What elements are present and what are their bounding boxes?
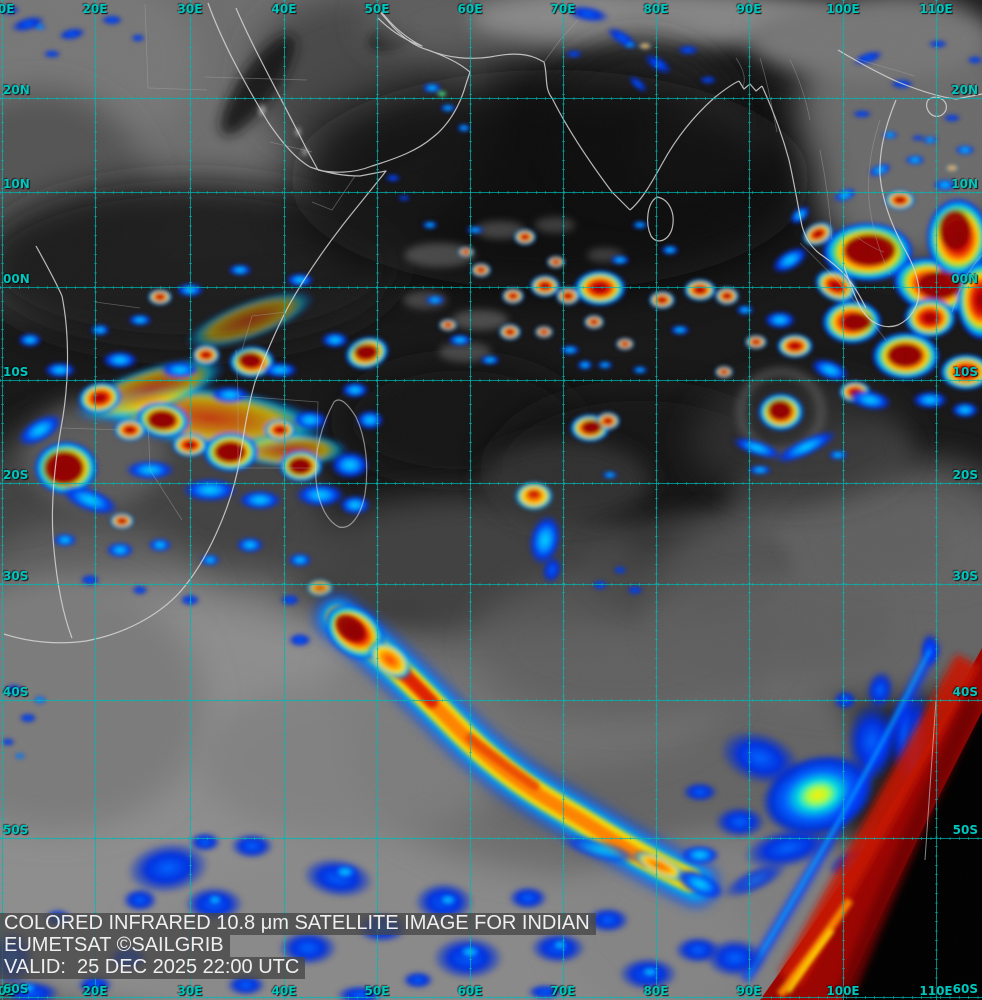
image-caption: COLORED INFRARED 10.8 μm SATELLITE IMAGE…: [0, 913, 596, 979]
caption-source: EUMETSAT ©SAILGRIB: [0, 935, 230, 957]
caption-valid-time: VALID: 25 DEC 2025 22:00 UTC: [0, 957, 306, 979]
caption-title: COLORED INFRARED 10.8 μm SATELLITE IMAGE…: [0, 913, 596, 935]
